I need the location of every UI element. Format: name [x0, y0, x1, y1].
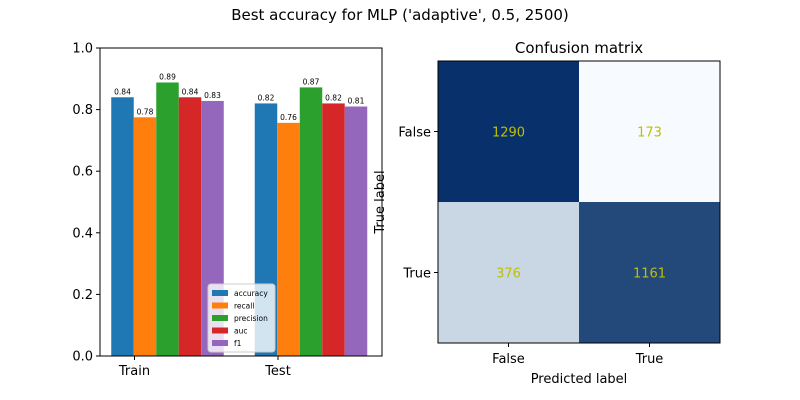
bar-chart: 0.00.20.40.60.81.0 0.840.780.890.84 0.83 0… [72, 42, 383, 379]
bar-value-label: 0.84 [114, 87, 131, 96]
bar-value-label: 0.83 [204, 91, 221, 100]
legend-label-precision: precision [234, 314, 268, 323]
bar-value-label: 0.78 [137, 107, 154, 116]
y-tick-label: 0.2 [72, 288, 93, 303]
y-tick-label: 1.0 [72, 42, 93, 57]
confusion-matrix-value: 376 [496, 267, 521, 282]
confusion-matrix-cells: 1290 173 376 1161 [438, 61, 720, 343]
bar-precision-train [156, 82, 179, 356]
cm-y-tick-label: False [398, 126, 431, 141]
figure-suptitle: Best accuracy for MLP ('adaptive', 0.5, … [231, 6, 569, 24]
bar-recall-train [133, 117, 157, 356]
bar-value-labels: 0.84 0.78 0.89 0.84 0.83 0.82 0.76 0.87 0.82 0.81 [114, 72, 364, 121]
legend-label-auc: auc [234, 327, 247, 336]
bar-value-label: 0.89 [159, 72, 176, 81]
bar-f1-test [344, 106, 368, 357]
confusion-matrix-xlabel: Predicted label [531, 372, 628, 387]
bar-value-label: 0.76 [280, 113, 297, 122]
confusion-matrix-ylabel: True label [373, 170, 388, 234]
bar-value-label: 0.81 [348, 97, 365, 106]
bar-auc-train [178, 97, 202, 356]
x-tick-label: Test [264, 364, 291, 379]
bar-plot-frame [99, 47, 383, 357]
x-tick-label: Train [118, 364, 150, 379]
confusion-matrix-cell [579, 202, 720, 343]
bar-recall-test [277, 122, 300, 357]
y-axis: 0.0 0.2 0.4 0.6 0.8 1.0 [72, 42, 100, 365]
legend-swatch-recall [212, 302, 228, 309]
cm-x-tick-label: False [492, 352, 525, 367]
bar-value-label: 0.82 [258, 93, 275, 102]
y-tick-label: 0.4 [72, 226, 93, 241]
confusion-matrix-title: Confusion matrix [515, 39, 643, 57]
y-tick-label: 0.6 [72, 165, 93, 180]
confusion-matrix-axes: False True False True [398, 126, 663, 368]
y-tick-label: 0.8 [72, 103, 93, 118]
legend-swatch-precision [212, 315, 228, 321]
confusion-matrix-chart: Confusion matrix 1290 173 376 1161 False Tru… [373, 39, 721, 387]
legend-box [207, 283, 276, 353]
legend-label-f1: f1 [234, 339, 242, 348]
legend: accuracy recall precision auc f1 [207, 283, 276, 353]
bar-value-label: 0.84 [182, 87, 199, 96]
legend-swatch-auc [212, 327, 228, 334]
bar-value-label: 0.87 [303, 77, 320, 86]
confusion-matrix-cell [438, 61, 579, 202]
cm-y-tick-label: True [402, 267, 431, 282]
legend-swatch-accuracy [212, 290, 228, 296]
legend-label-recall: recall [234, 302, 254, 311]
cm-x-tick-label: True [635, 352, 664, 367]
legend-swatch-f1 [212, 340, 228, 346]
legend-label-accuracy: accuracy [234, 289, 268, 298]
confusion-matrix-value: 1161 [633, 267, 666, 282]
confusion-matrix-value: 173 [637, 126, 662, 141]
confusion-matrix-frame [437, 60, 721, 344]
bar-accuracy-train [111, 97, 134, 356]
x-axis: Train Test [118, 356, 291, 379]
y-tick-label: 0.0 [72, 350, 93, 365]
bar-value-label: 0.82 [325, 93, 342, 102]
confusion-matrix-cell [579, 61, 720, 202]
bar-precision-test [299, 87, 323, 356]
bar-auc-test [322, 103, 345, 356]
confusion-matrix-value: 1290 [492, 126, 525, 141]
confusion-matrix-cell [438, 202, 579, 343]
